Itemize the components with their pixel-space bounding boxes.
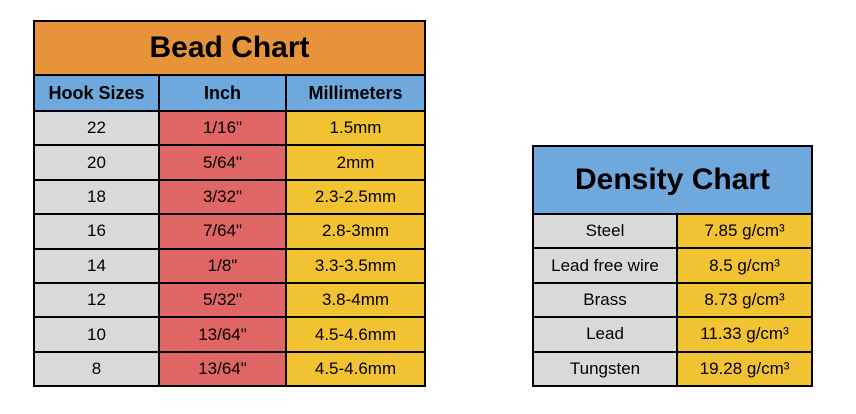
table-row: 18 3/32" 2.3-2.5mm <box>33 178 426 216</box>
table-row: 22 1/16" 1.5mm <box>33 109 426 147</box>
table-row: 8 13/64" 4.5-4.6mm <box>33 350 426 388</box>
inch-cell: 5/64" <box>158 144 287 181</box>
hook-size-cell: 18 <box>33 178 160 216</box>
density-cell: 8.5 g/cm³ <box>675 247 814 284</box>
millimeters-cell: 4.5-4.6mm <box>285 316 426 353</box>
density-chart-title: Density Chart <box>531 145 814 215</box>
table-row: Lead 11.33 g/cm³ <box>532 316 814 353</box>
millimeters-cell: 3.8-4mm <box>285 281 426 319</box>
hook-size-cell: 14 <box>33 247 160 284</box>
table-row: 16 7/64" 2.8-3mm <box>33 213 426 250</box>
material-cell: Brass <box>532 281 678 319</box>
inch-cell: 13/64" <box>158 350 287 388</box>
table-row: 14 1/8" 3.3-3.5mm <box>33 247 426 284</box>
inch-cell: 3/32" <box>158 178 287 216</box>
millimeters-cell: 2.3-2.5mm <box>285 178 426 216</box>
density-chart-table: Density Chart Steel 7.85 g/cm³ Lead free w… <box>531 145 814 387</box>
inch-cell: 1/16" <box>158 109 287 147</box>
density-cell: 11.33 g/cm³ <box>675 316 814 353</box>
header-hook-sizes: Hook Sizes <box>33 74 160 112</box>
inch-cell: 13/64" <box>158 316 287 353</box>
density-cell: 8.73 g/cm³ <box>675 281 814 319</box>
density-cell: 7.85 g/cm³ <box>675 212 814 250</box>
millimeters-cell: 1.5mm <box>285 109 426 147</box>
millimeters-cell: 2.8-3mm <box>285 213 426 250</box>
hook-size-cell: 8 <box>33 350 160 388</box>
material-cell: Lead <box>532 316 678 353</box>
millimeters-cell: 3.3-3.5mm <box>285 247 426 284</box>
table-row: 12 5/32" 3.8-4mm <box>33 281 426 319</box>
hook-size-cell: 16 <box>33 213 160 250</box>
millimeters-cell: 4.5-4.6mm <box>285 350 426 388</box>
material-cell: Tungsten <box>532 350 678 387</box>
hook-size-cell: 12 <box>33 281 160 319</box>
bead-chart-title: Bead Chart <box>33 20 426 76</box>
inch-cell: 1/8" <box>158 247 287 284</box>
table-row: 10 13/64" 4.5-4.6mm <box>33 316 426 353</box>
table-row: Tungsten 19.28 g/cm³ <box>532 350 814 387</box>
table-row: 20 5/64" 2mm <box>33 144 426 181</box>
header-millimeters: Millimeters <box>285 74 426 112</box>
millimeters-cell: 2mm <box>285 144 426 181</box>
material-cell: Lead free wire <box>532 247 678 284</box>
hook-size-cell: 20 <box>33 144 160 181</box>
density-cell: 19.28 g/cm³ <box>675 350 814 387</box>
hook-size-cell: 22 <box>33 109 160 147</box>
table-row: Brass 8.73 g/cm³ <box>532 281 814 319</box>
table-row: Steel 7.85 g/cm³ <box>532 212 814 250</box>
table-row: Lead free wire 8.5 g/cm³ <box>532 247 814 284</box>
inch-cell: 5/32" <box>158 281 287 319</box>
bead-chart-table: Bead Chart Hook Sizes Inch Millimeters 2… <box>33 20 426 388</box>
hook-size-cell: 10 <box>33 316 160 353</box>
material-cell: Steel <box>532 212 678 250</box>
header-inch: Inch <box>158 74 287 112</box>
inch-cell: 7/64" <box>158 213 287 250</box>
